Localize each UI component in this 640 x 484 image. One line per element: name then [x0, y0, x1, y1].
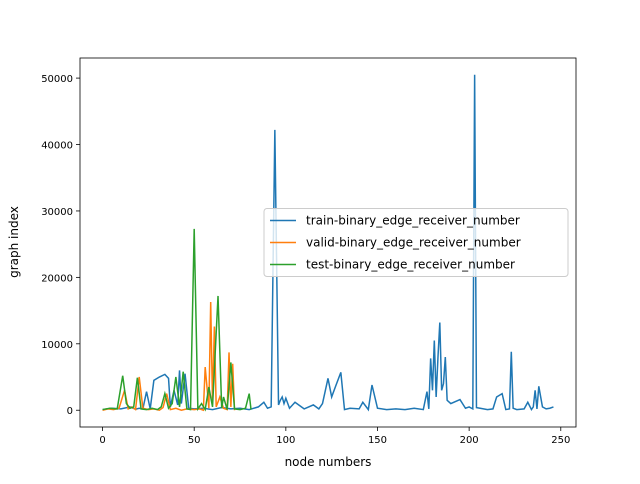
x-axis-label: node numbers — [285, 455, 372, 469]
x-tick-label: 150 — [368, 435, 387, 446]
y-tick-label: 30000 — [41, 207, 73, 218]
y-tick-label: 40000 — [41, 141, 73, 152]
x-tick-label: 0 — [99, 435, 105, 446]
legend-label: test-binary_edge_receiver_number — [306, 258, 515, 272]
legend-box — [263, 208, 569, 277]
y-axis-label: graph index — [7, 206, 21, 278]
x-tick-label: 200 — [460, 435, 479, 446]
legend-label: train-binary_edge_receiver_number — [306, 214, 520, 228]
axes-frame — [79, 57, 577, 428]
series-line — [102, 74, 554, 412]
x-tick-label: 50 — [188, 435, 201, 446]
plot-area — [102, 74, 554, 412]
legend-label: valid-binary_edge_receiver_number — [306, 236, 521, 250]
y-tick-label: 20000 — [41, 273, 73, 284]
y-tick-label: 50000 — [41, 74, 73, 85]
y-tick-label: 10000 — [41, 340, 73, 351]
x-tick-label: 250 — [551, 435, 570, 446]
y-tick-label: 0 — [67, 406, 73, 417]
x-tick-label: 100 — [276, 435, 295, 446]
series-line — [102, 228, 252, 412]
